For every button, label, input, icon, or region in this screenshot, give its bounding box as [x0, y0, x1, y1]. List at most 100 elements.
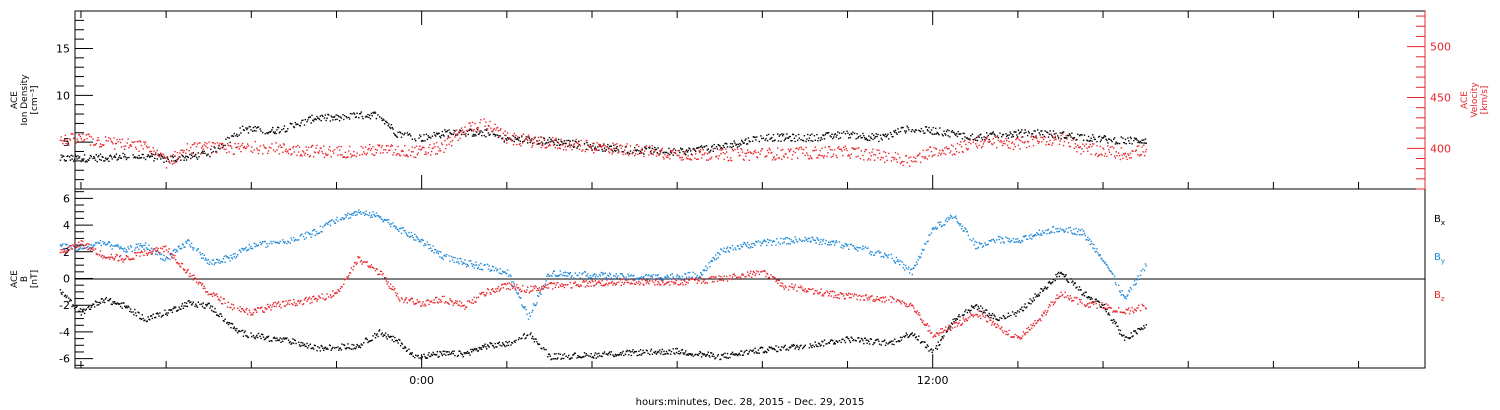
density-point — [315, 118, 317, 121]
by-point — [491, 269, 493, 272]
bz-point — [193, 274, 195, 276]
bx-point — [889, 341, 891, 343]
velocity-point — [912, 161, 914, 163]
bx-point — [492, 345, 495, 347]
velocity-point — [339, 154, 342, 156]
density-point — [371, 115, 373, 117]
by-point — [413, 239, 415, 241]
bx-point — [865, 339, 867, 341]
density-point — [1134, 138, 1137, 140]
bz-point — [151, 252, 153, 255]
by-point — [632, 275, 634, 277]
bx-point — [1072, 284, 1075, 286]
velocity-point — [757, 151, 760, 153]
bx-point — [132, 311, 134, 313]
bx-point — [502, 343, 505, 345]
density-point — [455, 134, 457, 137]
velocity-point — [214, 143, 216, 145]
by-point — [582, 272, 584, 274]
by-point — [297, 239, 300, 241]
velocity-point — [152, 147, 154, 149]
velocity-point — [376, 149, 378, 151]
velocity-point — [629, 145, 632, 147]
bx-point — [494, 342, 496, 345]
velocity-point — [1109, 146, 1112, 148]
by-point — [611, 278, 613, 281]
bx-point — [690, 354, 693, 356]
bx-point — [1032, 297, 1035, 299]
bx-point — [704, 354, 706, 356]
velocity-point — [463, 131, 465, 133]
by-point — [292, 236, 295, 239]
bx-point — [95, 301, 97, 303]
density-point — [217, 147, 220, 149]
velocity-point — [440, 142, 443, 144]
velocity-point — [170, 160, 173, 162]
density-point — [674, 152, 676, 154]
velocity-point — [651, 145, 653, 147]
by-point — [661, 279, 663, 281]
velocity-point — [221, 142, 223, 145]
by-point — [994, 241, 996, 243]
velocity-point — [464, 126, 466, 128]
by-point — [386, 219, 388, 221]
bx-point — [191, 303, 194, 305]
bx-point — [831, 339, 833, 341]
velocity-point — [435, 141, 438, 144]
density-point — [807, 139, 810, 142]
density-point — [1011, 134, 1014, 136]
bx-point — [73, 305, 75, 307]
bz-point — [242, 309, 245, 311]
density-point — [381, 119, 383, 122]
bx-point — [355, 346, 357, 348]
bz-point — [66, 249, 68, 251]
by-point — [1129, 286, 1132, 289]
density-point — [577, 145, 579, 148]
density-point — [369, 118, 372, 120]
velocity-point — [413, 156, 415, 158]
density-point — [289, 122, 291, 125]
density-point — [122, 152, 124, 155]
density-point — [493, 133, 495, 135]
bz-point — [187, 268, 189, 271]
by-point — [588, 277, 591, 280]
by-point — [565, 275, 567, 277]
bx-point — [375, 334, 378, 336]
by-point — [1055, 228, 1057, 230]
velocity-point — [338, 145, 340, 148]
bx-point — [662, 353, 664, 356]
bx-point — [484, 343, 486, 345]
density-point — [856, 133, 858, 135]
by-point — [1010, 240, 1012, 242]
bx-point — [980, 310, 983, 313]
bx-point — [550, 358, 552, 361]
by-point — [1099, 254, 1102, 256]
bz-point — [77, 246, 79, 248]
velocity-point — [964, 139, 966, 141]
velocity-point — [552, 136, 554, 139]
density-point — [245, 127, 247, 129]
velocity-point — [930, 150, 933, 153]
by-point — [339, 218, 342, 221]
bx-point — [900, 339, 903, 341]
bx-point — [547, 356, 549, 358]
velocity-point — [710, 158, 712, 160]
density-point — [427, 135, 429, 137]
velocity-point — [508, 137, 510, 139]
bx-point — [630, 354, 633, 357]
bz-point — [186, 269, 189, 272]
by-point — [1051, 231, 1053, 233]
velocity-point — [1058, 143, 1061, 146]
density-point — [978, 136, 980, 138]
velocity-point — [950, 144, 953, 146]
density-point — [935, 127, 937, 130]
velocity-point — [709, 158, 711, 160]
bx-point — [1060, 271, 1062, 274]
bx-point — [681, 349, 684, 351]
velocity-point — [710, 156, 713, 158]
velocity-point — [801, 148, 803, 150]
bx-point — [534, 338, 536, 340]
bx-point — [374, 333, 376, 335]
bx-point — [139, 317, 141, 320]
by-point — [289, 242, 291, 244]
